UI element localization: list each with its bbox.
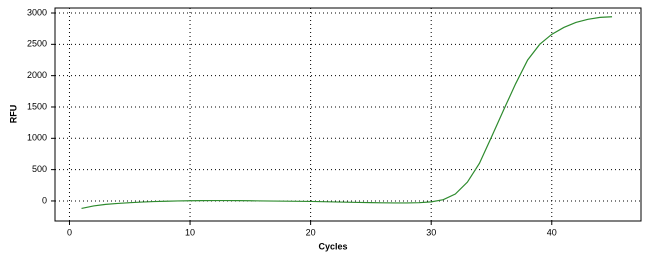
- x-tick-label: 20: [306, 227, 316, 237]
- y-tick-label: 500: [32, 164, 47, 174]
- y-tick-label: 2000: [27, 70, 47, 80]
- x-tick-label: 0: [67, 227, 72, 237]
- x-tick-label: 10: [185, 227, 195, 237]
- x-tick-label: 40: [547, 227, 557, 237]
- x-tick-label: 30: [426, 227, 436, 237]
- plot-frame: [54, 7, 642, 222]
- y-tick-label: 1500: [27, 101, 47, 111]
- amplification-curve: [81, 16, 613, 210]
- y-axis-label: RFU: [8, 105, 18, 124]
- y-tick-label: 1000: [27, 133, 47, 143]
- y-tick-label: 0: [42, 195, 47, 205]
- x-axis-label: Cycles: [318, 241, 347, 251]
- y-tick-label: 2500: [27, 39, 47, 49]
- y-tick-label: 3000: [27, 7, 47, 17]
